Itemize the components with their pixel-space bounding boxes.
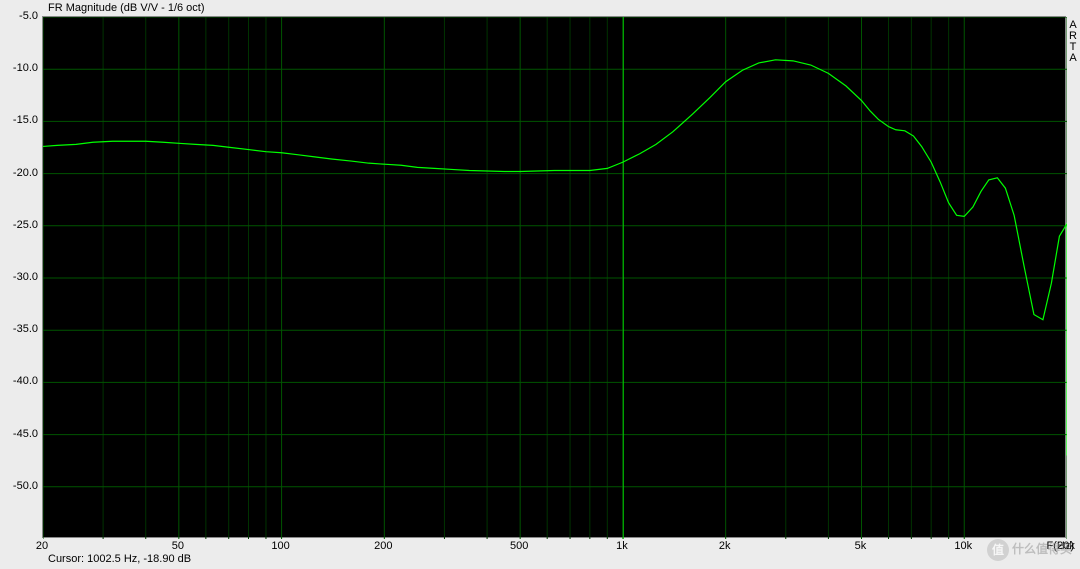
x-tick-label: 100 [271,540,289,552]
y-tick-label: -15.0 [2,114,38,126]
y-tick-label: -25.0 [2,219,38,231]
y-tick-label: -5.0 [2,10,38,22]
y-tick-label: -20.0 [2,167,38,179]
x-tick-label: 10k [954,540,972,552]
watermark-badge: 值 [987,539,1009,561]
watermark: 值什么值得买 [987,539,1072,561]
y-tick-label: -45.0 [2,428,38,440]
x-tick-label: 500 [510,540,528,552]
y-tick-label: -50.0 [2,480,38,492]
x-tick-label: 50 [172,540,184,552]
arta-side-label: ARTA [1068,20,1078,64]
y-tick-label: -30.0 [2,271,38,283]
plot-area[interactable] [42,16,1066,538]
y-tick-label: -10.0 [2,62,38,74]
y-tick-label: -40.0 [2,375,38,387]
chart-title: FR Magnitude (dB V/V - 1/6 oct) [48,2,205,14]
cursor-readout: Cursor: 1002.5 Hz, -18.90 dB [48,553,191,565]
chart-container: FR Magnitude (dB V/V - 1/6 oct) -5.0 -10.… [0,0,1080,569]
watermark-text: 什么值得买 [1012,542,1072,556]
plot-svg [43,17,1067,539]
x-tick-label: 2k [719,540,731,552]
x-tick-label: 5k [855,540,867,552]
x-tick-label: 200 [374,540,392,552]
x-tick-label: 20 [36,540,48,552]
x-tick-label: 1k [616,540,628,552]
y-tick-label: -35.0 [2,323,38,335]
